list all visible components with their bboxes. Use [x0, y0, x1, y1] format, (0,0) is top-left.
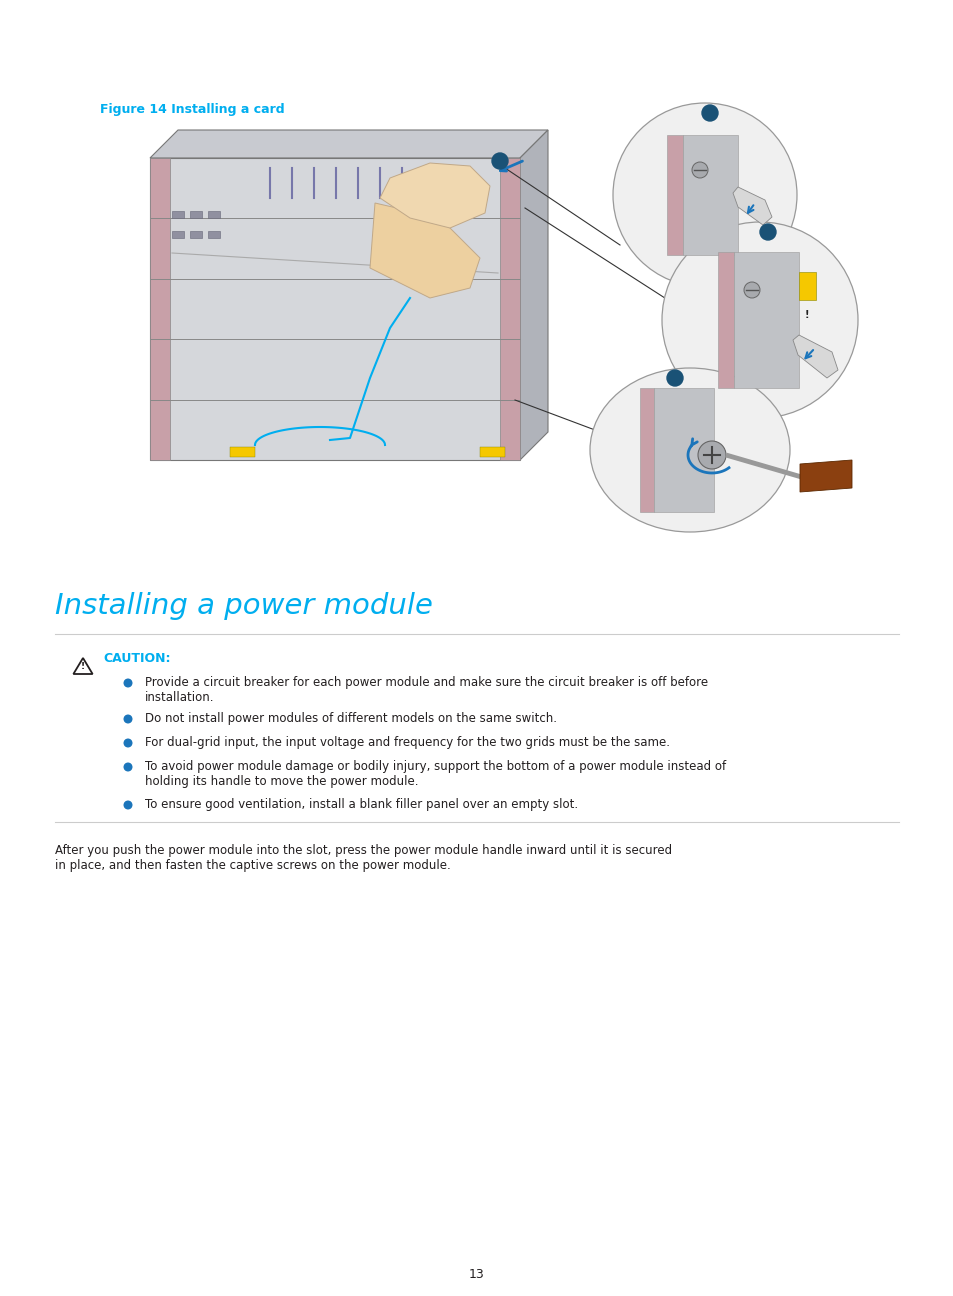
Polygon shape [732, 187, 771, 226]
Circle shape [760, 224, 775, 240]
Bar [682, 135, 738, 255]
Bar [654, 388, 713, 512]
Polygon shape [800, 460, 851, 492]
Bar [208, 231, 220, 238]
Ellipse shape [589, 368, 789, 531]
Polygon shape [370, 203, 479, 298]
Text: Installing a power module: Installing a power module [55, 592, 433, 619]
Bar [799, 272, 815, 299]
Bar [639, 388, 654, 512]
Bar [190, 231, 202, 238]
Polygon shape [73, 658, 92, 674]
Circle shape [691, 162, 707, 178]
Text: !: ! [804, 310, 808, 320]
Bar [666, 135, 682, 255]
Circle shape [661, 222, 857, 419]
Bar [172, 231, 184, 238]
Text: To avoid power module damage or bodily injury, support the bottom of a power mod: To avoid power module damage or bodily i… [145, 759, 725, 788]
Text: 13: 13 [469, 1267, 484, 1280]
Polygon shape [150, 130, 547, 158]
Bar [733, 251, 799, 388]
Text: Do not install power modules of different models on the same switch.: Do not install power modules of differen… [145, 712, 557, 724]
Circle shape [124, 801, 132, 809]
Bar [479, 447, 504, 457]
Text: After you push the power module into the slot, press the power module handle inw: After you push the power module into the… [55, 844, 672, 872]
Circle shape [124, 679, 132, 687]
Bar [172, 211, 184, 218]
Circle shape [124, 715, 132, 723]
Polygon shape [150, 158, 519, 460]
Text: Provide a circuit breaker for each power module and make sure the circuit breake: Provide a circuit breaker for each power… [145, 677, 707, 704]
Circle shape [124, 739, 132, 746]
Text: To ensure good ventilation, install a blank filler panel over an empty slot.: To ensure good ventilation, install a bl… [145, 798, 578, 811]
Polygon shape [150, 158, 170, 460]
Circle shape [666, 369, 682, 386]
Text: !: ! [81, 662, 85, 671]
Bar [230, 447, 254, 457]
Bar [718, 251, 733, 388]
Polygon shape [379, 163, 490, 228]
Circle shape [698, 441, 725, 469]
Polygon shape [792, 334, 837, 378]
Text: CAUTION:: CAUTION: [103, 652, 171, 665]
Circle shape [743, 283, 760, 298]
Text: For dual-grid input, the input voltage and frequency for the two grids must be t: For dual-grid input, the input voltage a… [145, 736, 669, 749]
Polygon shape [519, 130, 547, 460]
Circle shape [613, 102, 796, 286]
Bar [208, 211, 220, 218]
Text: Figure 14 Installing a card: Figure 14 Installing a card [100, 102, 284, 117]
Polygon shape [499, 158, 519, 460]
Circle shape [492, 153, 507, 168]
Bar [190, 211, 202, 218]
Circle shape [701, 105, 718, 121]
Circle shape [124, 763, 132, 771]
